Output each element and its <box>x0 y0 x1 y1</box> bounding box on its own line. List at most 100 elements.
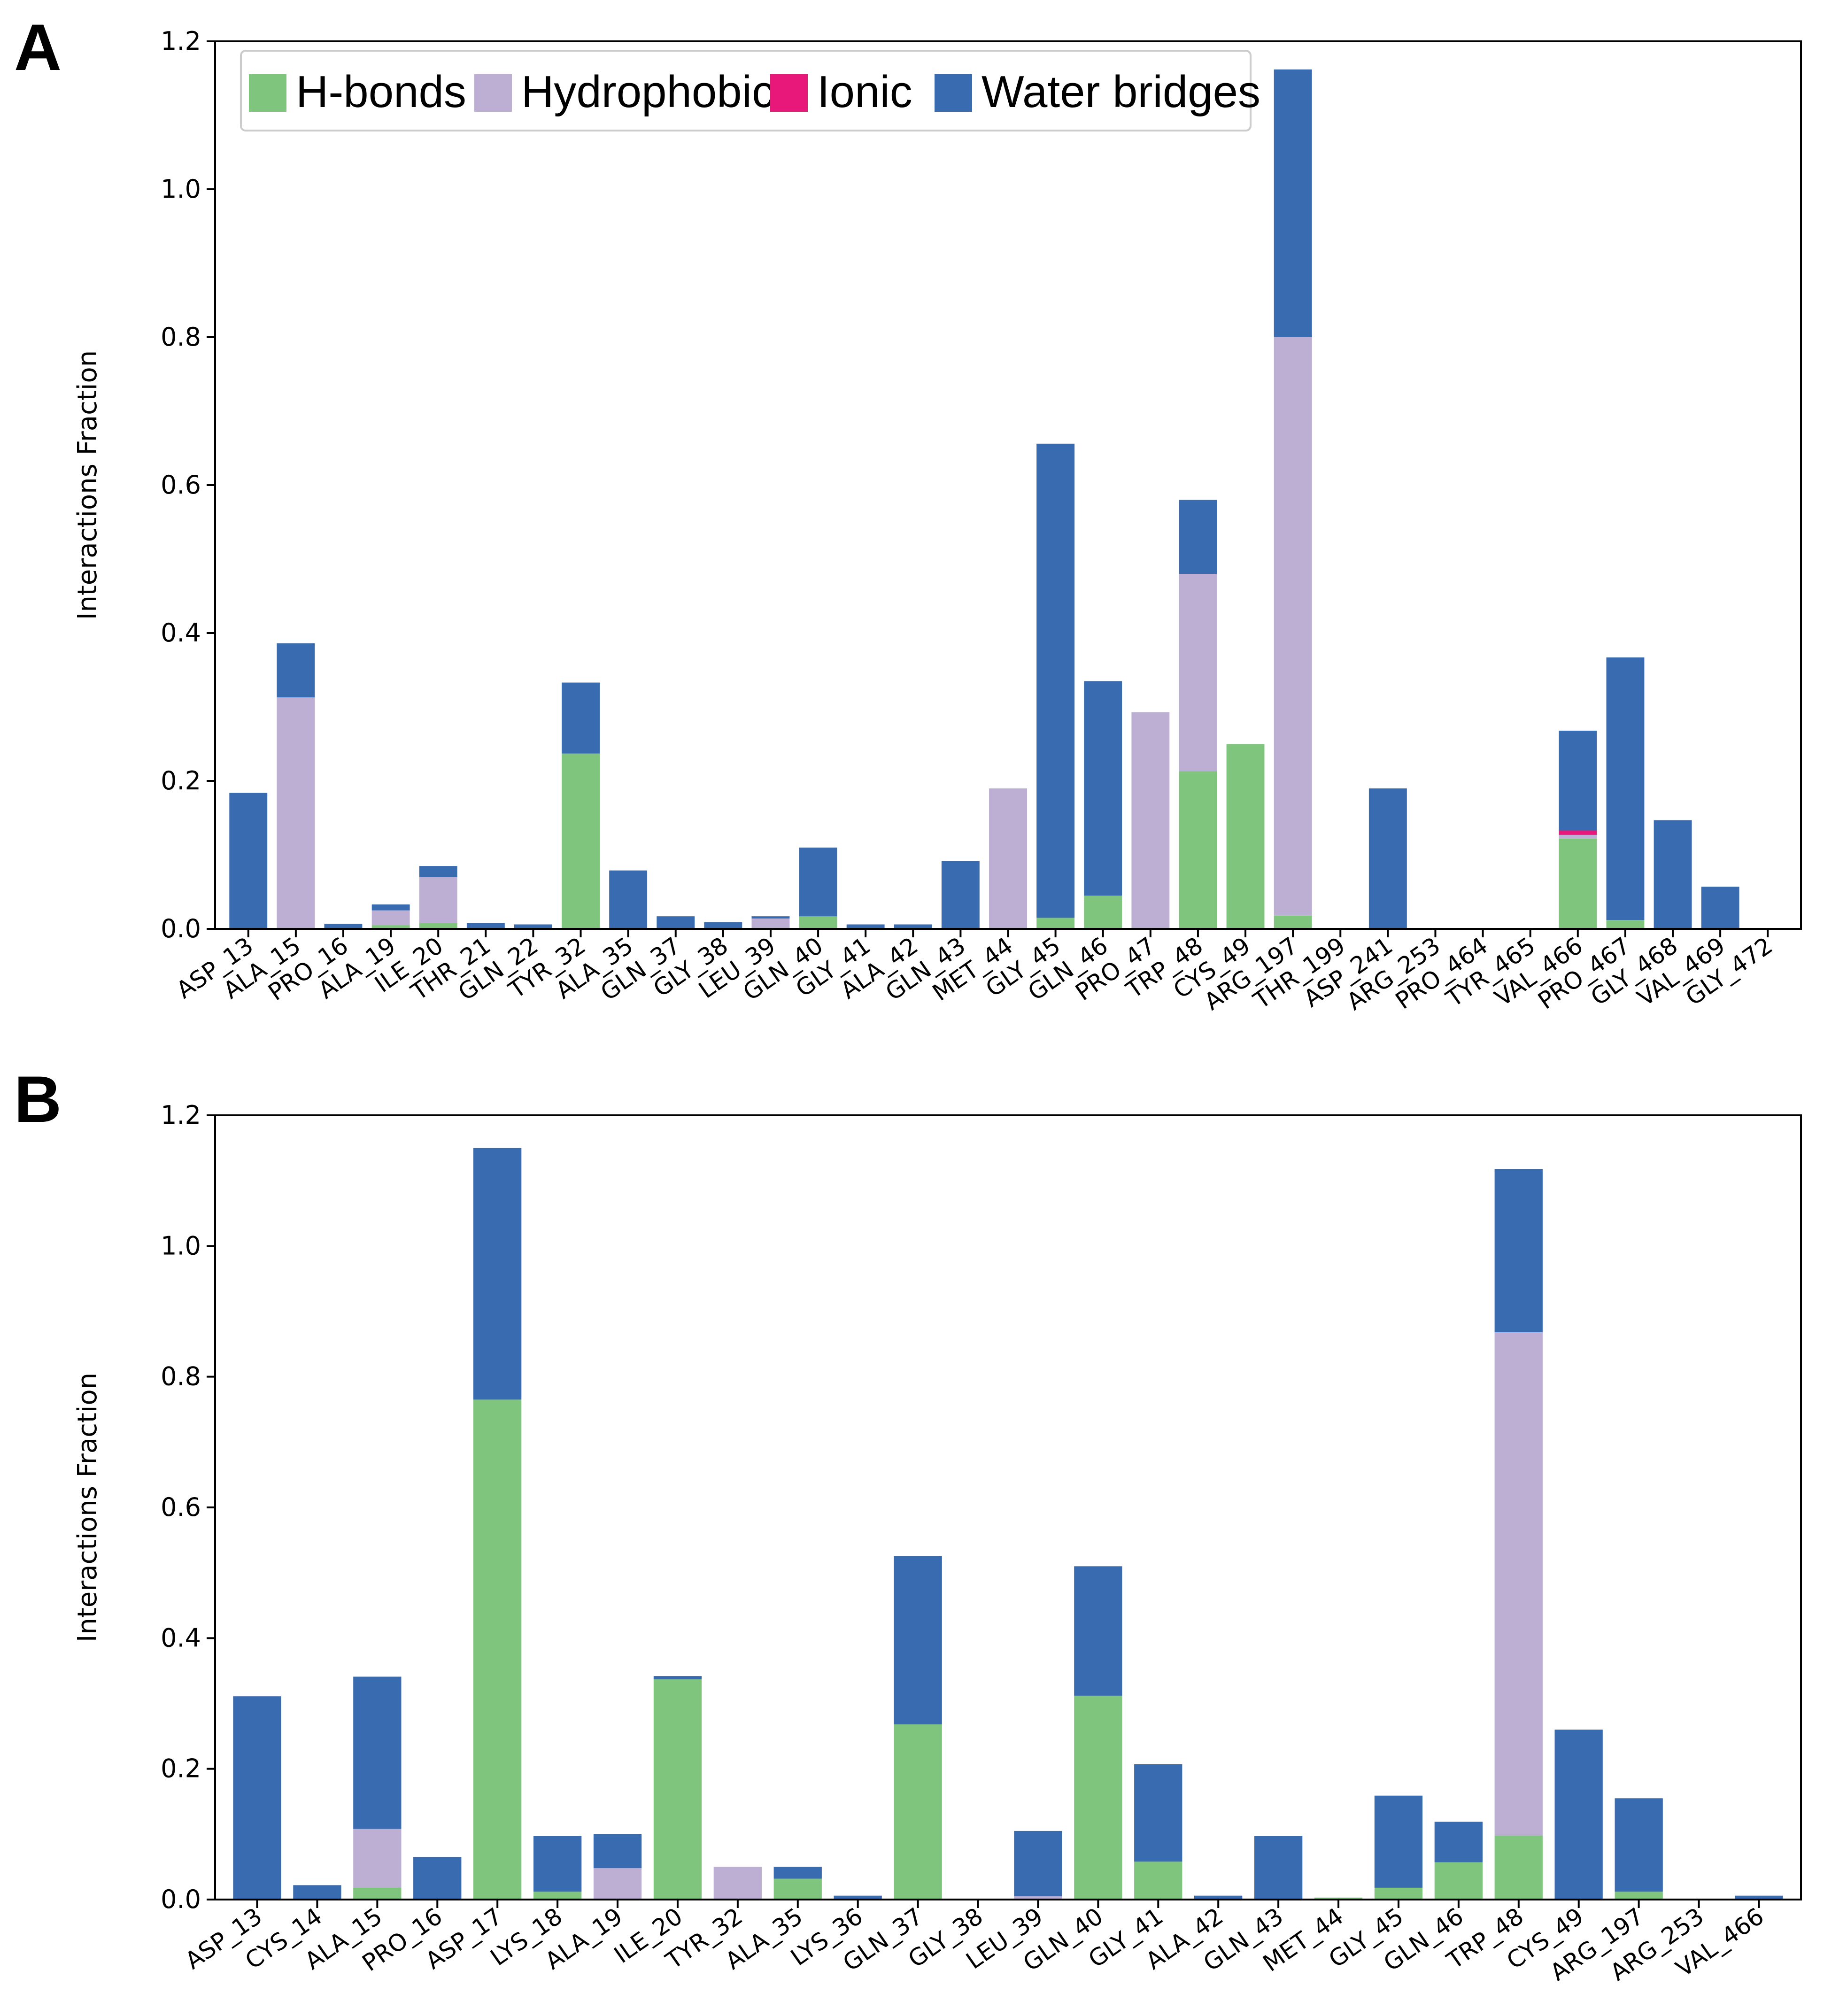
legend-swatch-h-bonds <box>249 74 286 112</box>
bar-h-bonds-ala-19 <box>371 925 410 929</box>
bar-water-bridges-arg-197 <box>1274 69 1312 337</box>
bar-water-bridges-ala-19 <box>593 1834 642 1869</box>
bar-water-bridges-gln-43 <box>1254 1836 1303 1900</box>
bar-water-bridges-ala-42 <box>894 924 932 929</box>
bar-h-bonds-gln-46 <box>1434 1862 1483 1900</box>
panel-label-a: A <box>14 10 62 84</box>
bar-water-bridges-ala-35 <box>773 1867 822 1879</box>
bar-h-bonds-ile-20 <box>419 923 457 929</box>
legend: H-bonds Hydrophobic Ionic Water bridges <box>240 50 1260 131</box>
bar-water-bridges-cys-14 <box>293 1885 341 1900</box>
bar-water-bridges-gly-468 <box>1654 820 1692 929</box>
bar-h-bonds-trp-48 <box>1179 771 1217 929</box>
bar-water-bridges-ala-19 <box>371 904 410 911</box>
bar-water-bridges-gln-43 <box>941 861 980 929</box>
bar-water-bridges-ala-35 <box>609 870 648 929</box>
y-tick-label: 0.4 <box>161 618 201 648</box>
bar-h-bonds-trp-48 <box>1494 1835 1543 1900</box>
bar-h-bonds-tyr-32 <box>562 753 600 929</box>
panel-label-b: B <box>14 1062 62 1136</box>
bar-water-bridges-asp-13 <box>233 1696 281 1900</box>
bar-water-bridges-asp-17 <box>473 1148 522 1400</box>
bar-water-bridges-gln-40 <box>799 847 837 917</box>
chart-panel-a: ASP_13ALA_15PRO_16ALA_19ILE_20THR_21GLN_… <box>72 26 1802 1016</box>
bar-hydrophobic-arg-197 <box>1274 337 1312 916</box>
bar-water-bridges-tyr-32 <box>562 682 600 754</box>
y-tick-label: 0.8 <box>161 322 201 352</box>
bar-h-bonds-gln-40 <box>1074 1695 1122 1900</box>
bar-h-bonds-pro-467 <box>1606 920 1645 929</box>
y-tick-label: 0.6 <box>161 470 201 500</box>
bar-water-bridges-trp-48 <box>1494 1169 1543 1332</box>
bar-water-bridges-trp-48 <box>1179 500 1217 574</box>
bar-water-bridges-ala-42 <box>1194 1895 1243 1900</box>
legend-label-ionic: Ionic <box>817 67 912 117</box>
bar-water-bridges-thr-21 <box>466 923 505 929</box>
bar-water-bridges-ala-15 <box>277 643 315 697</box>
y-tick-label: 1.2 <box>161 26 201 56</box>
bar-water-bridges-gln-46 <box>1434 1822 1483 1862</box>
bar-water-bridges-gly-41 <box>846 924 885 929</box>
y-tick-label: 1.2 <box>161 1100 201 1130</box>
legend-label-hydrophobic: Hydrophobic <box>521 67 774 117</box>
bar-h-bonds-gln-46 <box>1084 896 1122 929</box>
bar-h-bonds-cys-49 <box>1226 744 1265 929</box>
bar-hydrophobic-leu-39 <box>1014 1896 1062 1900</box>
legend-swatch-water-bridges <box>935 74 972 112</box>
bar-hydrophobic-ala-19 <box>593 1868 642 1900</box>
bar-water-bridges-gln-46 <box>1084 681 1122 896</box>
y-tick-label: 0.2 <box>161 766 201 796</box>
bar-hydrophobic-tyr-32 <box>713 1867 762 1900</box>
y-tick-label: 0.4 <box>161 1623 201 1653</box>
y-axis-label: Interactions Fraction <box>72 1373 103 1642</box>
bar-h-bonds-arg-197 <box>1615 1892 1663 1900</box>
bar-h-bonds-gly-45 <box>1374 1887 1423 1900</box>
bar-water-bridges-val-469 <box>1701 887 1739 929</box>
bar-h-bonds-ala-15 <box>353 1887 402 1900</box>
bar-water-bridges-arg-197 <box>1615 1798 1663 1892</box>
bar-hydrophobic-leu-39 <box>751 919 790 929</box>
bar-water-bridges-ile-20 <box>419 866 457 877</box>
bar-hydrophobic-ala-15 <box>353 1829 402 1888</box>
bar-water-bridges-leu-39 <box>1014 1831 1062 1897</box>
bar-h-bonds-gly-41 <box>1134 1862 1182 1900</box>
bar-water-bridges-gly-45 <box>1374 1795 1423 1888</box>
bar-hydrophobic-trp-48 <box>1494 1332 1543 1836</box>
bar-water-bridges-asp-241 <box>1368 788 1407 929</box>
bar-water-bridges-pro-467 <box>1606 657 1645 920</box>
bar-hydrophobic-ala-15 <box>277 697 315 929</box>
bar-h-bonds-ile-20 <box>653 1679 702 1900</box>
bar-water-bridges-ile-20 <box>653 1676 702 1680</box>
chart-panel-b: ASP_13CYS_14ALA_15PRO_16ASP_17LYS_18ALA_… <box>72 1100 1802 1986</box>
bar-h-bonds-arg-197 <box>1274 915 1312 929</box>
y-tick-label: 1.0 <box>161 1231 201 1260</box>
y-tick-label: 0.6 <box>161 1492 201 1522</box>
bar-water-bridges-val-466 <box>1735 1895 1783 1900</box>
bar-hydrophobic-ala-19 <box>371 910 410 926</box>
bar-h-bonds-gly-45 <box>1036 918 1075 929</box>
bar-water-bridges-gly-41 <box>1134 1764 1182 1862</box>
legend-label-h-bonds: H-bonds <box>296 67 466 117</box>
bar-water-bridges-gly-38 <box>704 922 742 929</box>
bar-water-bridges-lys-18 <box>533 1836 582 1892</box>
bar-water-bridges-gly-45 <box>1036 443 1075 918</box>
bar-hydrophobic-pro-47 <box>1131 712 1170 929</box>
bar-h-bonds-met-44 <box>1314 1897 1363 1900</box>
bar-water-bridges-asp-13 <box>229 793 268 929</box>
y-tick-label: 1.0 <box>161 174 201 204</box>
bar-water-bridges-lys-36 <box>834 1895 882 1900</box>
bar-hydrophobic-val-466 <box>1559 835 1597 839</box>
y-tick-label: 0.2 <box>161 1754 201 1784</box>
bar-h-bonds-lys-18 <box>533 1892 582 1900</box>
bar-hydrophobic-met-44 <box>989 788 1027 929</box>
bar-water-bridges-pro-16 <box>324 924 363 929</box>
bar-h-bonds-asp-17 <box>473 1399 522 1900</box>
y-tick-label: 0.0 <box>161 914 201 943</box>
bar-h-bonds-gln-37 <box>894 1724 942 1900</box>
bar-ionic-val-466 <box>1559 830 1597 835</box>
bar-water-bridges-gln-40 <box>1074 1566 1122 1696</box>
y-tick-label: 0.8 <box>161 1362 201 1391</box>
y-tick-label: 0.0 <box>161 1885 201 1914</box>
bar-h-bonds-val-466 <box>1559 838 1597 929</box>
